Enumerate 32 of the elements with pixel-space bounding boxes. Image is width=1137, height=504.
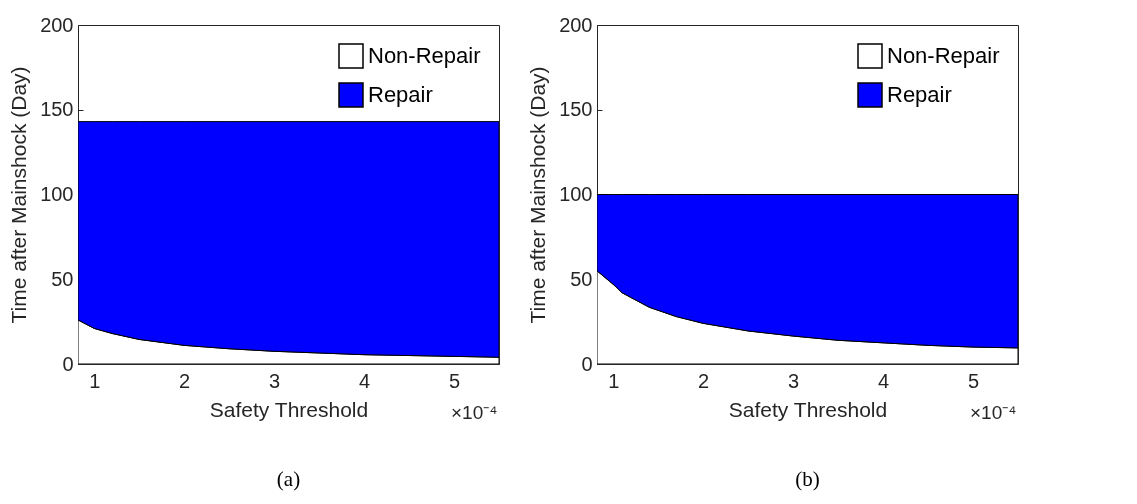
text: (a) bbox=[276, 467, 301, 491]
y-tick-label: 50 bbox=[570, 267, 593, 290]
y-tick-label: 0 bbox=[581, 352, 593, 375]
y-tick-label: 100 bbox=[559, 183, 593, 205]
text: ×10⁻⁴ bbox=[970, 402, 1017, 423]
legend-label: Non-Repair bbox=[368, 43, 481, 68]
x-tick-label: 2 bbox=[698, 369, 710, 392]
x-tick-label: 3 bbox=[269, 369, 281, 392]
x-tick-label: 5 bbox=[448, 369, 461, 392]
x-axis-title: Safety Threshold bbox=[209, 397, 369, 421]
x-tick-label: 2 bbox=[179, 369, 191, 392]
y-tick-label: 0 bbox=[62, 352, 74, 375]
y-tick-label: 200 bbox=[559, 13, 593, 36]
x-tick-label: 1 bbox=[89, 369, 101, 392]
x-tick-label: 3 bbox=[788, 369, 800, 392]
legend-label: Repair bbox=[368, 82, 433, 107]
legend-label: Non-Repair bbox=[887, 43, 1000, 68]
text: (b) bbox=[795, 467, 820, 491]
x-tick-label: 1 bbox=[608, 369, 620, 392]
y-tick-label: 100 bbox=[40, 183, 74, 205]
legend-label: Repair bbox=[887, 82, 952, 107]
y-tick-label: 50 bbox=[51, 267, 74, 290]
x-tick-label: 4 bbox=[878, 369, 890, 392]
x-axis-title: Safety Threshold bbox=[728, 397, 888, 421]
y-tick-label: 150 bbox=[40, 98, 74, 121]
y-axis-title: Time after Mainshock (Day) bbox=[526, 66, 550, 324]
x-tick-label: 4 bbox=[359, 369, 371, 392]
y-axis-title: Time after Mainshock (Day) bbox=[7, 66, 31, 324]
y-tick-label: 150 bbox=[559, 98, 593, 121]
y-tick-label: 200 bbox=[40, 13, 74, 36]
x-tick-label: 5 bbox=[967, 369, 980, 392]
text: ×10⁻⁴ bbox=[451, 402, 498, 423]
